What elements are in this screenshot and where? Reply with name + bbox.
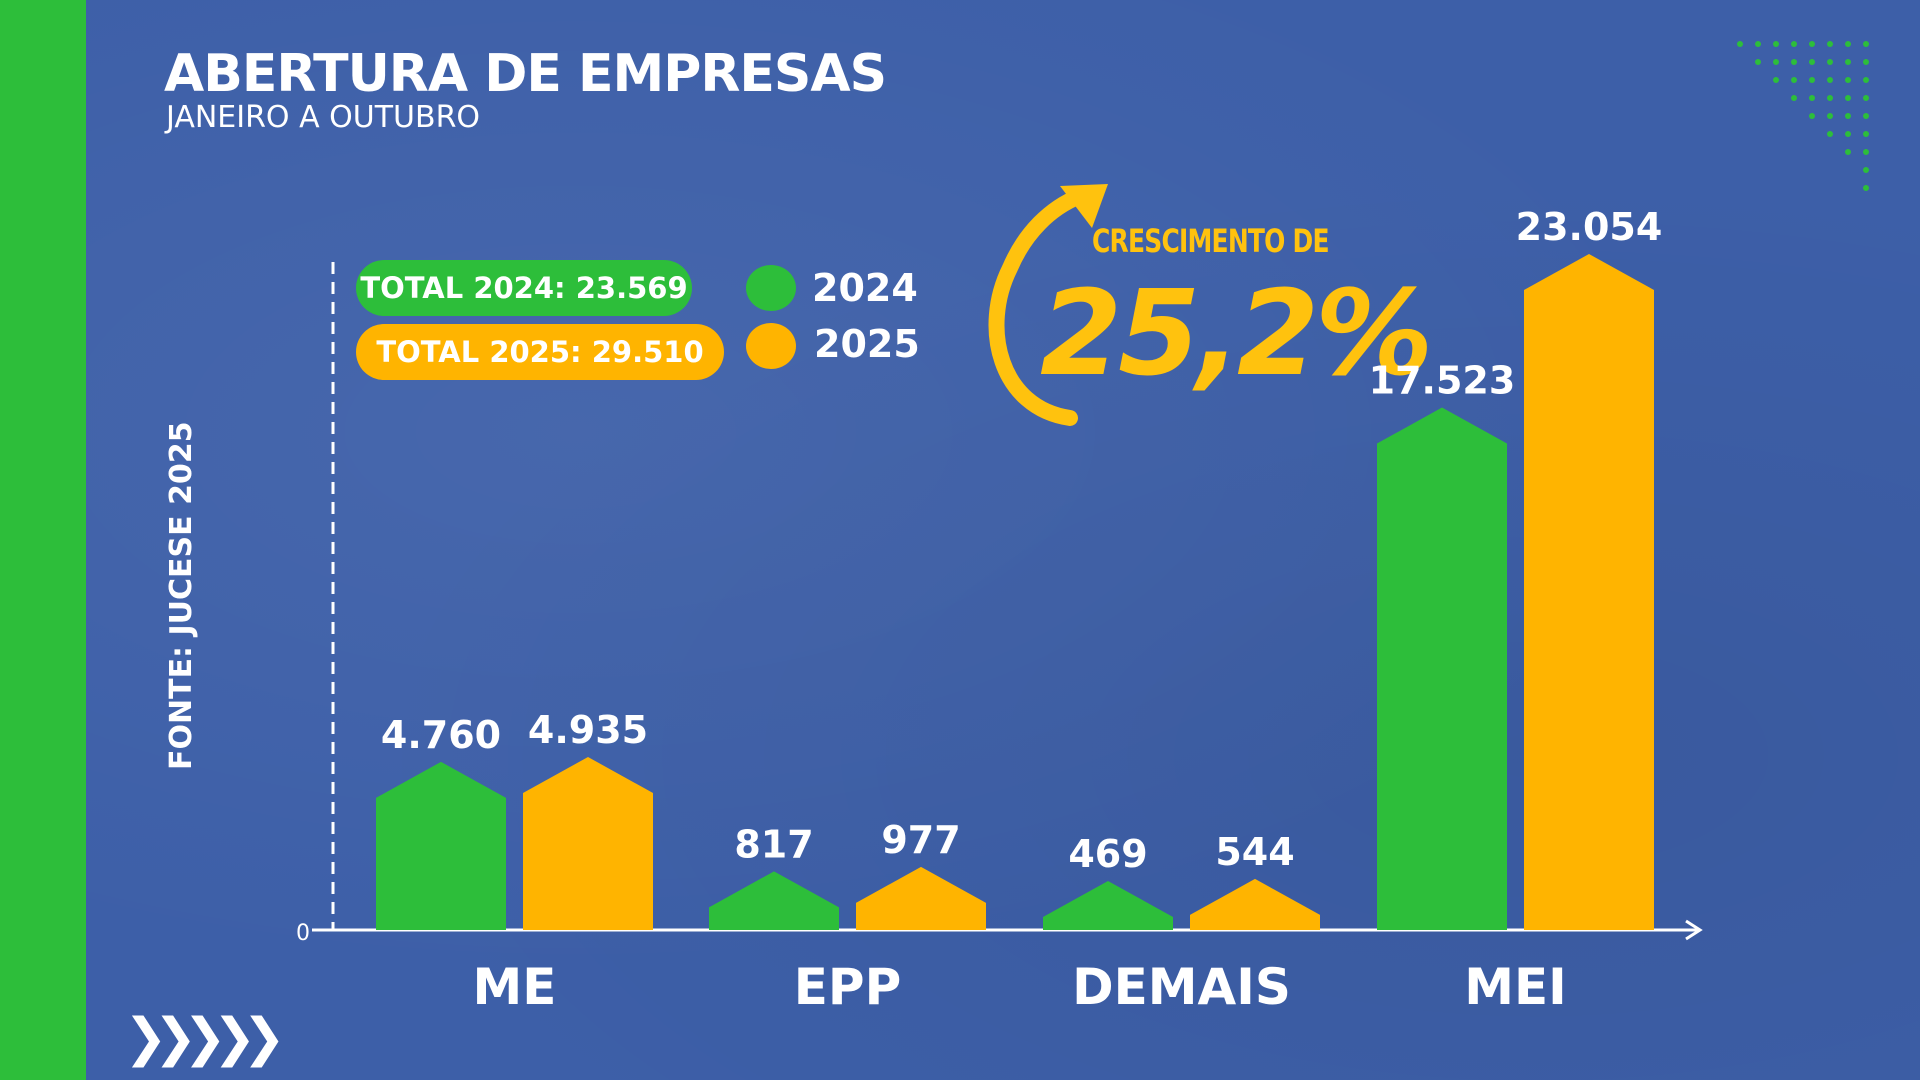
decorative-dots-icon [1737,41,1869,191]
data-label-2025-mei: 23.054 [1516,205,1663,249]
bar-2024-demais [1043,880,1173,930]
x-tick-label: MEI [1464,958,1567,1016]
x-tick-label: EPP [794,958,901,1016]
legend-2024-dot [746,265,796,311]
legend-2024-label: 2024 [812,266,918,310]
bar-2025-mei [1524,254,1654,930]
bar-2025-epp [856,866,986,930]
growth-value: 25,2% [1040,264,1433,402]
page-subtitle: JANEIRO A OUTUBRO [166,100,481,135]
data-label-2025-demais: 544 [1215,830,1294,874]
data-label-2024-me: 4.760 [381,713,501,757]
bar-2024-mei [1377,407,1507,930]
page-title: ABERTURA DE EMPRESAS [164,44,887,104]
chevrons-icon: ❯❯❯❯❯ [124,1008,286,1068]
total-2024-badge: TOTAL 2024: 23.569 [356,260,692,316]
data-label-2024-epp: 817 [734,822,813,866]
data-label-2024-demais: 469 [1068,832,1147,876]
x-tick-label: ME [473,958,557,1016]
data-label-2024-mei: 17.523 [1369,359,1516,403]
data-label-2025-me: 4.935 [528,708,648,752]
bar-2024-me [376,761,506,930]
y-tick-label: 0 [296,921,310,946]
left-accent-strip [0,0,86,1080]
legend-2025-dot [746,323,796,369]
legend-2025-label: 2025 [814,322,920,366]
bar-2025-me [523,756,653,930]
growth-label: CRESCIMENTO DE [1092,222,1330,260]
x-axis-arrow-icon [1685,919,1703,941]
data-label-2025-epp: 977 [881,818,960,862]
x-tick-label: DEMAIS [1072,958,1291,1016]
bar-2024-epp [709,871,839,930]
growth-arrow-icon [988,184,1108,426]
total-2025-badge: TOTAL 2025: 29.510 [356,324,724,380]
bar-2025-demais [1190,878,1320,930]
